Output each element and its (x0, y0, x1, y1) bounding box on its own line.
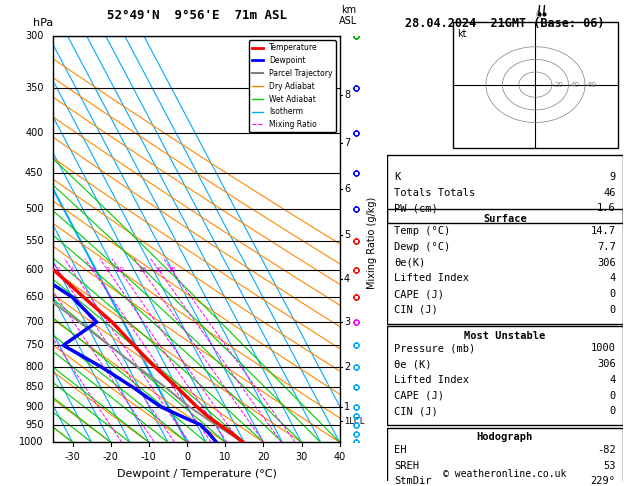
Text: 9: 9 (610, 172, 616, 182)
Text: 306: 306 (597, 258, 616, 268)
Text: Totals Totals: Totals Totals (394, 188, 475, 198)
Text: Surface: Surface (483, 214, 526, 224)
Text: Mixing Ratio (g/kg): Mixing Ratio (g/kg) (367, 197, 377, 289)
Text: 10: 10 (219, 452, 231, 462)
Text: 20: 20 (257, 452, 270, 462)
Text: -82: -82 (597, 445, 616, 455)
Text: CIN (J): CIN (J) (394, 406, 438, 416)
Text: CAPE (J): CAPE (J) (394, 391, 444, 400)
Text: 10: 10 (115, 267, 124, 273)
Text: 8: 8 (106, 267, 110, 273)
Text: 4: 4 (610, 273, 616, 283)
Bar (387, 327, 623, 425)
Text: 28.04.2024  21GMT (Base: 06): 28.04.2024 21GMT (Base: 06) (405, 17, 604, 30)
Text: 14.7: 14.7 (591, 226, 616, 236)
Text: 1LCL: 1LCL (344, 417, 364, 426)
Text: 450: 450 (25, 168, 43, 178)
Text: CIN (J): CIN (J) (394, 305, 438, 315)
Text: 750: 750 (25, 340, 43, 350)
Text: -20: -20 (103, 452, 119, 462)
Text: 4: 4 (344, 275, 350, 284)
Text: StmDir: StmDir (394, 476, 431, 486)
Text: Dewpoint / Temperature (°C): Dewpoint / Temperature (°C) (116, 469, 277, 479)
Text: 3: 3 (56, 267, 60, 273)
Text: 40: 40 (333, 452, 346, 462)
Text: Lifted Index: Lifted Index (394, 273, 469, 283)
Text: 60: 60 (587, 82, 596, 87)
Text: 950: 950 (25, 420, 43, 430)
Text: 850: 850 (25, 382, 43, 393)
Text: 2: 2 (344, 362, 350, 372)
Legend: Temperature, Dewpoint, Parcel Trajectory, Dry Adiabat, Wet Adiabat, Isotherm, Mi: Temperature, Dewpoint, Parcel Trajectory… (248, 40, 336, 132)
Text: 1000: 1000 (19, 437, 43, 447)
Text: 1.6: 1.6 (597, 203, 616, 213)
Text: 7.7: 7.7 (597, 242, 616, 252)
Text: 650: 650 (25, 292, 43, 302)
Text: -10: -10 (141, 452, 157, 462)
Text: PW (cm): PW (cm) (394, 203, 438, 213)
Text: 20: 20 (154, 267, 163, 273)
Text: 46: 46 (603, 188, 616, 198)
Text: 5: 5 (344, 230, 350, 240)
Text: kt: kt (458, 29, 467, 39)
Text: 350: 350 (25, 84, 43, 93)
Text: SREH: SREH (394, 461, 419, 470)
Text: 300: 300 (25, 32, 43, 41)
Text: 0: 0 (610, 406, 616, 416)
Text: Pressure (mb): Pressure (mb) (394, 343, 475, 353)
Text: 1000: 1000 (591, 343, 616, 353)
Text: 0: 0 (184, 452, 190, 462)
Text: 4: 4 (610, 375, 616, 385)
Text: Hodograph: Hodograph (477, 432, 533, 442)
Text: 0: 0 (610, 391, 616, 400)
Text: © weatheronline.co.uk: © weatheronline.co.uk (443, 469, 567, 479)
Text: Temp (°C): Temp (°C) (394, 226, 450, 236)
Text: CAPE (J): CAPE (J) (394, 289, 444, 299)
Text: Lifted Index: Lifted Index (394, 375, 469, 385)
Text: 306: 306 (597, 359, 616, 369)
Text: 52°49'N  9°56'E  71m ASL: 52°49'N 9°56'E 71m ASL (106, 9, 287, 22)
Text: 0: 0 (610, 289, 616, 299)
Text: 20: 20 (554, 82, 563, 87)
Bar (453, 21, 618, 148)
Text: 1: 1 (344, 402, 350, 412)
Text: θe (K): θe (K) (394, 359, 431, 369)
Text: 700: 700 (25, 317, 43, 327)
Text: 900: 900 (25, 402, 43, 412)
Bar (387, 155, 623, 223)
Text: 7: 7 (344, 138, 350, 148)
Text: K: K (394, 172, 400, 182)
Text: 53: 53 (603, 461, 616, 470)
Text: 3: 3 (344, 317, 350, 327)
Text: 600: 600 (25, 265, 43, 275)
Text: 6: 6 (344, 184, 350, 194)
Text: 8: 8 (344, 90, 350, 100)
Text: 800: 800 (25, 362, 43, 372)
Text: 229°: 229° (591, 476, 616, 486)
Text: 400: 400 (25, 128, 43, 139)
Text: EH: EH (394, 445, 406, 455)
Bar (387, 428, 623, 486)
Text: θe(K): θe(K) (394, 258, 425, 268)
Text: Dewp (°C): Dewp (°C) (394, 242, 450, 252)
Text: 550: 550 (25, 236, 43, 246)
Text: 4: 4 (70, 267, 74, 273)
Text: 500: 500 (25, 204, 43, 214)
Text: 6: 6 (91, 267, 95, 273)
Bar (387, 209, 623, 324)
Text: 15: 15 (138, 267, 147, 273)
Text: km
ASL: km ASL (339, 5, 357, 26)
Text: Most Unstable: Most Unstable (464, 331, 545, 341)
Text: 30: 30 (296, 452, 308, 462)
Text: 0: 0 (610, 305, 616, 315)
Text: 25: 25 (167, 267, 176, 273)
Text: 40: 40 (571, 82, 580, 87)
Text: -30: -30 (65, 452, 81, 462)
Text: hPa: hPa (33, 18, 53, 28)
